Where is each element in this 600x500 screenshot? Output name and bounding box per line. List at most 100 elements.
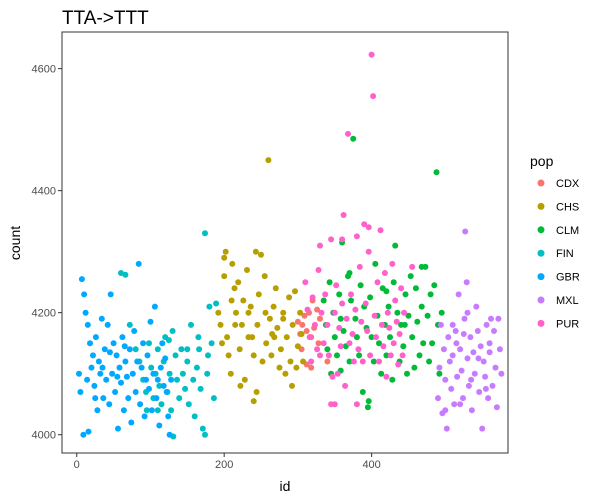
point-fin: [205, 352, 211, 359]
point-gbr: [104, 321, 111, 328]
point-fin: [179, 370, 186, 377]
point-pur: [345, 130, 351, 137]
point-clm: [426, 358, 433, 365]
point-gbr: [84, 321, 91, 328]
point-clm: [350, 135, 357, 142]
point-chs: [236, 346, 243, 353]
point-chs: [262, 309, 269, 316]
point-fin: [126, 321, 133, 328]
point-fin: [176, 395, 183, 402]
point-mxl: [476, 389, 483, 395]
point-cdx: [315, 340, 322, 347]
point-chs: [241, 376, 248, 383]
point-clm: [367, 294, 374, 301]
point-chs: [266, 315, 273, 322]
point-gbr: [101, 346, 108, 353]
point-clm: [378, 370, 385, 377]
point-mxl: [457, 346, 464, 353]
point-clm: [320, 297, 327, 304]
point-mxl: [485, 395, 492, 402]
point-gbr: [78, 276, 85, 283]
point-gbr: [150, 370, 157, 377]
point-gbr: [115, 425, 121, 432]
y-axis-title: count: [7, 226, 23, 260]
point-chs: [282, 370, 289, 377]
point-mxl: [448, 385, 455, 392]
point-gbr: [106, 401, 113, 408]
point-chs: [245, 334, 252, 341]
point-gbr: [163, 389, 170, 395]
point-chs: [259, 358, 266, 365]
point-mxl: [436, 364, 443, 371]
point-mxl: [460, 395, 466, 402]
point-chs: [297, 309, 304, 316]
point-gbr: [114, 373, 121, 380]
point-chs: [237, 382, 244, 389]
point-pur: [328, 401, 335, 408]
point-chs: [269, 331, 276, 337]
point-cdx: [317, 315, 323, 322]
legend-key-clm: [537, 226, 545, 234]
point-gbr: [132, 389, 139, 395]
point-chs: [233, 309, 239, 316]
point-chs: [229, 260, 236, 267]
point-cdx: [303, 328, 310, 334]
point-chs: [247, 303, 254, 310]
point-pur: [365, 248, 372, 255]
point-chs: [287, 358, 294, 365]
point-pur: [392, 297, 399, 304]
point-gbr: [99, 364, 106, 371]
point-cdx: [308, 364, 315, 371]
point-fin: [196, 346, 203, 353]
point-gbr: [162, 355, 169, 362]
point-mxl: [479, 425, 486, 432]
point-pur: [378, 321, 385, 328]
point-pur: [370, 93, 377, 100]
point-mxl: [462, 228, 469, 235]
point-gbr: [103, 376, 110, 383]
plot-panel: [61, 31, 509, 454]
point-clm: [346, 270, 353, 276]
point-chs: [244, 267, 250, 273]
point-mxl: [449, 352, 456, 359]
point-clm: [383, 352, 390, 359]
point-clm: [420, 340, 427, 347]
point-chs: [217, 321, 224, 328]
point-mxl: [493, 404, 500, 411]
point-clm: [346, 358, 353, 365]
point-pur: [398, 285, 405, 292]
point-gbr: [157, 364, 164, 371]
point-pur: [383, 373, 390, 380]
point-chs: [274, 324, 281, 331]
point-pur: [401, 309, 408, 316]
point-chs: [224, 334, 231, 341]
point-fin: [168, 407, 175, 414]
point-fin: [185, 401, 192, 408]
point-mxl: [486, 349, 493, 356]
point-gbr: [118, 379, 124, 386]
point-fin: [202, 431, 208, 438]
point-fin: [178, 346, 185, 353]
point-chs: [238, 321, 245, 328]
legend-label-cdx: CDX: [556, 178, 580, 190]
point-chs: [272, 285, 279, 292]
legend-label-pur: PUR: [556, 318, 579, 330]
point-fin: [154, 346, 161, 353]
point-fin: [169, 328, 176, 334]
point-fin: [210, 395, 217, 402]
point-clm: [416, 352, 423, 359]
point-gbr: [166, 431, 173, 438]
point-pur: [409, 263, 416, 270]
point-mxl: [473, 303, 480, 310]
point-mxl: [453, 340, 460, 347]
point-gbr: [88, 364, 95, 371]
point-mxl: [489, 382, 496, 389]
legend-items: CDX CHS CLM FIN GBR MXL PUR: [537, 178, 580, 330]
point-fin: [166, 370, 173, 377]
point-pur: [343, 315, 350, 322]
point-chs: [250, 398, 257, 405]
point-fin: [184, 358, 191, 365]
point-gbr: [100, 395, 107, 402]
point-fin: [148, 364, 155, 371]
point-mxl: [435, 395, 441, 402]
